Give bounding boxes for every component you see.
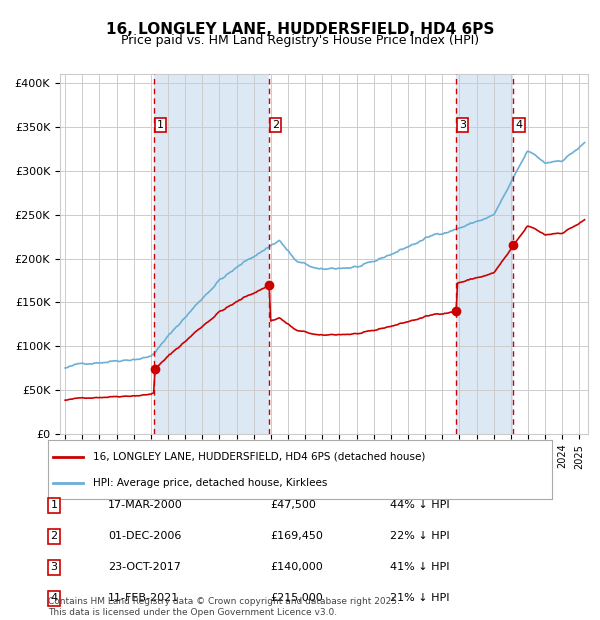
Text: £169,450: £169,450 — [270, 531, 323, 541]
Text: Contains HM Land Registry data © Crown copyright and database right 2025.
This d: Contains HM Land Registry data © Crown c… — [48, 598, 400, 617]
Text: 4: 4 — [515, 120, 523, 130]
Text: Price paid vs. HM Land Registry's House Price Index (HPI): Price paid vs. HM Land Registry's House … — [121, 34, 479, 47]
Text: £47,500: £47,500 — [270, 500, 316, 510]
Text: 2: 2 — [272, 120, 279, 130]
Text: 3: 3 — [459, 120, 466, 130]
Text: 3: 3 — [50, 562, 58, 572]
Text: £215,000: £215,000 — [270, 593, 323, 603]
Text: 17-MAR-2000: 17-MAR-2000 — [108, 500, 183, 510]
Text: 01-DEC-2006: 01-DEC-2006 — [108, 531, 181, 541]
Text: 2: 2 — [50, 531, 58, 541]
Text: 23-OCT-2017: 23-OCT-2017 — [108, 562, 181, 572]
Text: 21% ↓ HPI: 21% ↓ HPI — [390, 593, 449, 603]
Text: £140,000: £140,000 — [270, 562, 323, 572]
Text: 1: 1 — [157, 120, 164, 130]
Text: 4: 4 — [50, 593, 58, 603]
Text: 41% ↓ HPI: 41% ↓ HPI — [390, 562, 449, 572]
Bar — [456, 74, 513, 434]
Text: HPI: Average price, detached house, Kirklees: HPI: Average price, detached house, Kirk… — [94, 477, 328, 487]
Text: 16, LONGLEY LANE, HUDDERSFIELD, HD4 6PS (detached house): 16, LONGLEY LANE, HUDDERSFIELD, HD4 6PS … — [94, 452, 426, 462]
Text: 44% ↓ HPI: 44% ↓ HPI — [390, 500, 449, 510]
Text: 1: 1 — [50, 500, 58, 510]
Bar — [154, 74, 269, 434]
Text: 22% ↓ HPI: 22% ↓ HPI — [390, 531, 449, 541]
Text: 16, LONGLEY LANE, HUDDERSFIELD, HD4 6PS: 16, LONGLEY LANE, HUDDERSFIELD, HD4 6PS — [106, 22, 494, 37]
Text: 11-FEB-2021: 11-FEB-2021 — [108, 593, 179, 603]
